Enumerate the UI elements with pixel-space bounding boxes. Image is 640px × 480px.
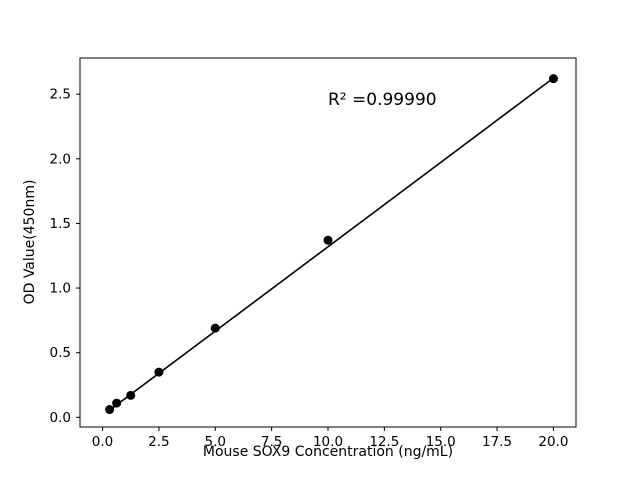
y-tick-label: 1.5 (50, 216, 71, 232)
fit-line (109, 77, 554, 411)
data-point (105, 405, 115, 415)
data-point (126, 390, 136, 400)
x-tick-label: 0.0 (92, 434, 113, 450)
r-squared-annotation: R² =0.99990 (328, 90, 437, 110)
y-tick-label: 0.5 (50, 345, 71, 361)
x-tick-label: 12.5 (369, 434, 399, 450)
x-axis-label: Mouse SOX9 Concentration (ng/mL) (202, 444, 454, 460)
y-tick-label: 1.0 (50, 281, 71, 297)
x-tick-label: 20.0 (538, 434, 568, 450)
x-tick-label: 15.0 (426, 434, 456, 450)
y-axis-label: OD Value(450nm) (22, 179, 38, 305)
data-point (210, 323, 220, 333)
data-point (323, 235, 333, 245)
x-tick-label: 7.5 (261, 434, 282, 450)
x-tick-label: 17.5 (482, 434, 512, 450)
y-tick-label: 2.5 (50, 87, 71, 103)
y-tick-label: 0.0 (50, 410, 71, 426)
x-tick-label: 5.0 (205, 434, 226, 450)
x-tick-label: 10.0 (313, 434, 343, 450)
data-point (112, 398, 122, 408)
x-tick-label: 2.5 (148, 434, 169, 450)
data-point (154, 367, 164, 377)
data-point (548, 74, 558, 84)
y-tick-label: 2.0 (50, 151, 71, 167)
